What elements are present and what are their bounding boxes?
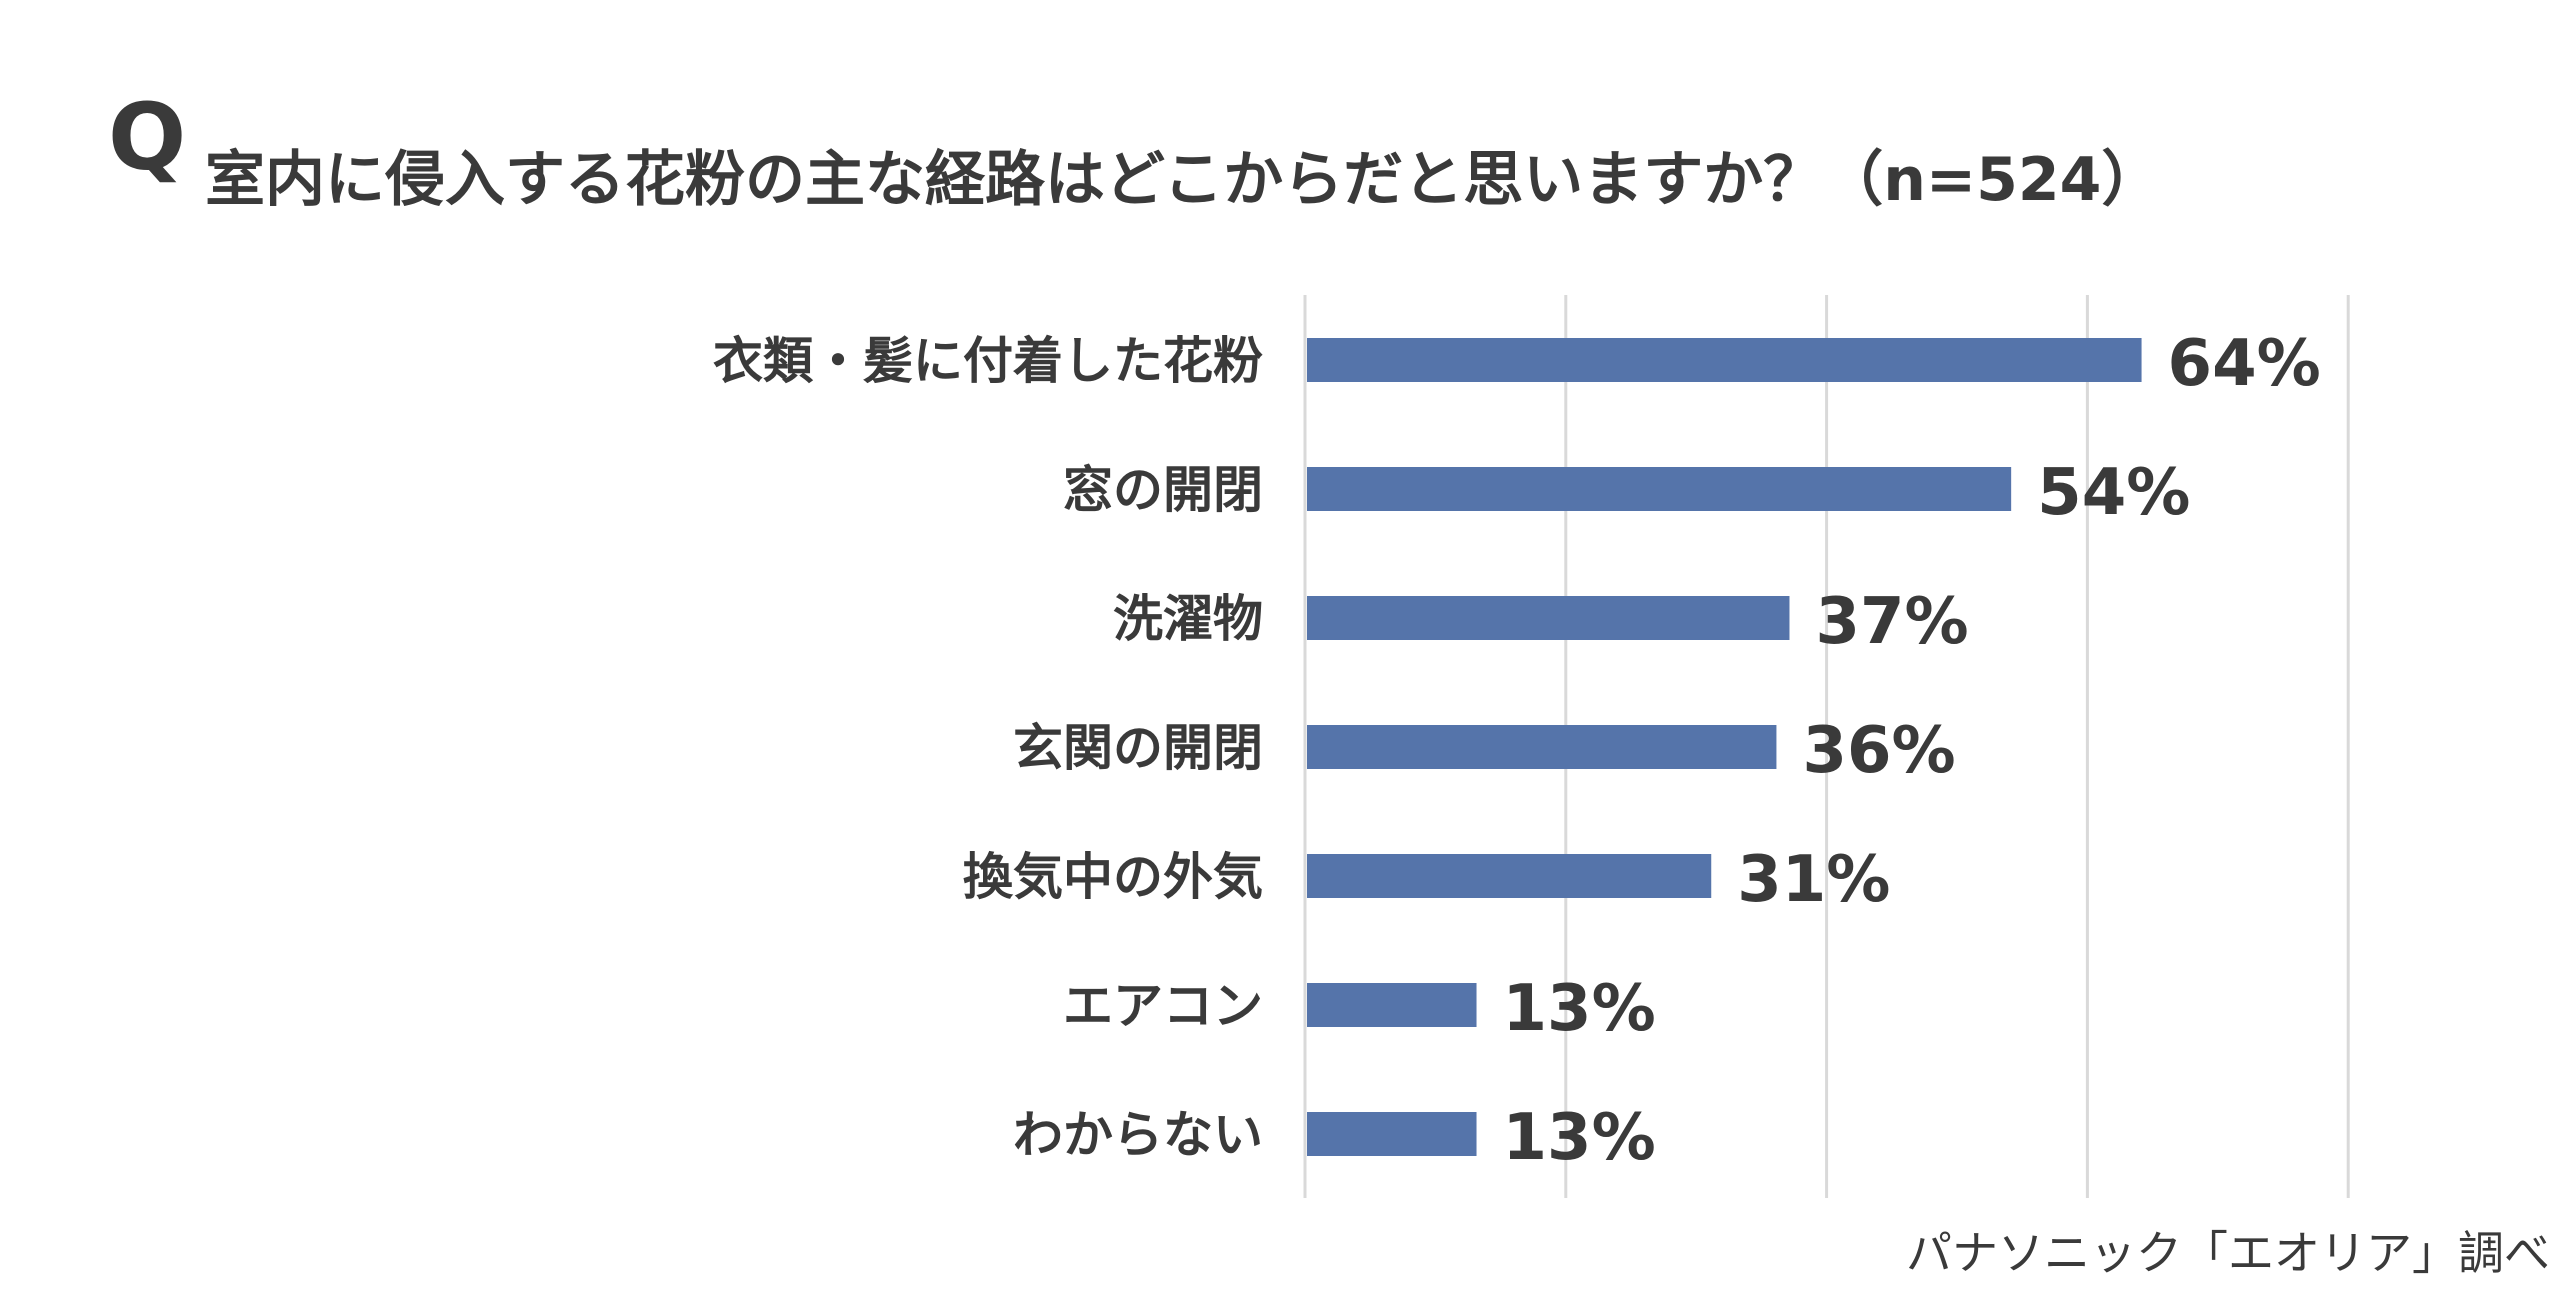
value-label: 13% [1503,1101,1656,1175]
value-label: 13% [1503,972,1656,1046]
category-label: 換気中の外気 [963,848,1263,906]
bar [1307,854,1712,898]
question-title: 室内に侵入する花粉の主な経路はどこからだと思いますか？（n=524） [205,145,2162,215]
bar [1307,467,2012,511]
category-label: 窓の開閉 [1063,461,1263,519]
bar [1307,1112,1477,1156]
bar [1307,725,1777,769]
category-label: エアコン [1063,977,1263,1035]
bar [1307,338,2142,382]
bar [1307,596,1790,640]
category-label: 衣類・髪に付着した花粉 [713,332,1263,390]
category-label: 玄関の開閉 [1013,719,1263,777]
value-label: 31% [1737,843,1890,917]
value-label: 54% [2037,456,2190,530]
source-note: パナソニック「エオリア」調べ [1906,1226,2550,1280]
value-label: 36% [1802,714,1955,788]
bar [1307,983,1477,1027]
value-label: 64% [2168,327,2321,401]
category-label: 洗濯物 [1113,590,1263,648]
category-label: わからない [1013,1106,1263,1164]
value-label: 37% [1815,585,1968,659]
question-mark: Q [108,84,187,191]
